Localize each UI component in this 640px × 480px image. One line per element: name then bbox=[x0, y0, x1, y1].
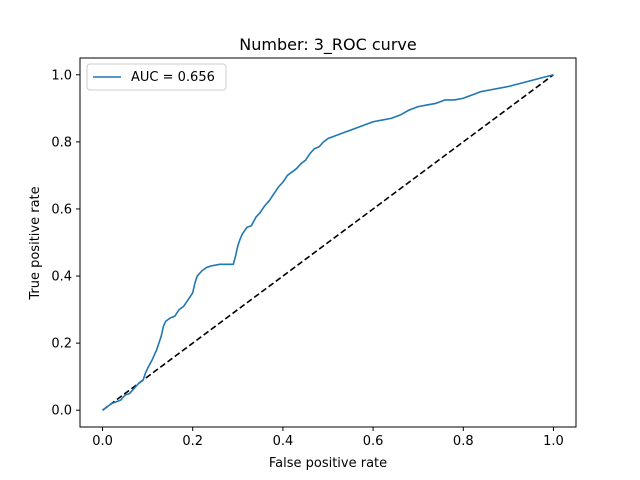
y-tick-label: 0.0 bbox=[51, 404, 72, 419]
legend-box bbox=[86, 63, 227, 91]
x-tick-label: 0.0 bbox=[92, 434, 113, 449]
x-tick-label: 0.6 bbox=[363, 434, 384, 449]
x-tick-label: 0.4 bbox=[273, 434, 294, 449]
x-tick-label: 0.8 bbox=[453, 434, 474, 449]
chance-diagonal-line bbox=[102, 74, 554, 411]
axes-frame bbox=[79, 57, 577, 428]
y-tick-label: 1.0 bbox=[51, 68, 72, 83]
x-tick-label: 1.0 bbox=[543, 434, 564, 449]
legend-label: AUC = 0.656 bbox=[131, 70, 215, 85]
axis-ticks: 0.0 0.2 0.4 0.6 0.8 1.0 0.0 0.2 0.4 0.6 0.8 1.0 bbox=[51, 68, 563, 449]
y-tick-label: 0.2 bbox=[51, 337, 72, 352]
y-tick-label: 0.6 bbox=[51, 202, 72, 217]
x-axis-label: False positive rate bbox=[269, 456, 387, 471]
plot-area bbox=[102, 73, 554, 411]
x-tick-label: 0.2 bbox=[182, 434, 203, 449]
chart-title: Number: 3_ROC curve bbox=[239, 35, 416, 55]
y-axis-label: True positive rate bbox=[28, 186, 43, 300]
legend: AUC = 0.656 bbox=[86, 63, 227, 91]
y-tick-label: 0.4 bbox=[51, 270, 72, 285]
roc-curve-line bbox=[102, 73, 554, 411]
y-tick-label: 0.8 bbox=[51, 135, 72, 150]
